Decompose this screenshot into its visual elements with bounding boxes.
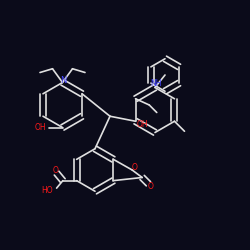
Text: OH: OH xyxy=(34,123,46,132)
Text: NH: NH xyxy=(150,79,162,88)
Text: O: O xyxy=(148,182,154,191)
Text: O: O xyxy=(52,166,58,175)
Text: N: N xyxy=(60,76,67,85)
Text: OH: OH xyxy=(137,120,148,130)
Text: HO: HO xyxy=(41,186,52,195)
Text: O: O xyxy=(131,163,137,172)
